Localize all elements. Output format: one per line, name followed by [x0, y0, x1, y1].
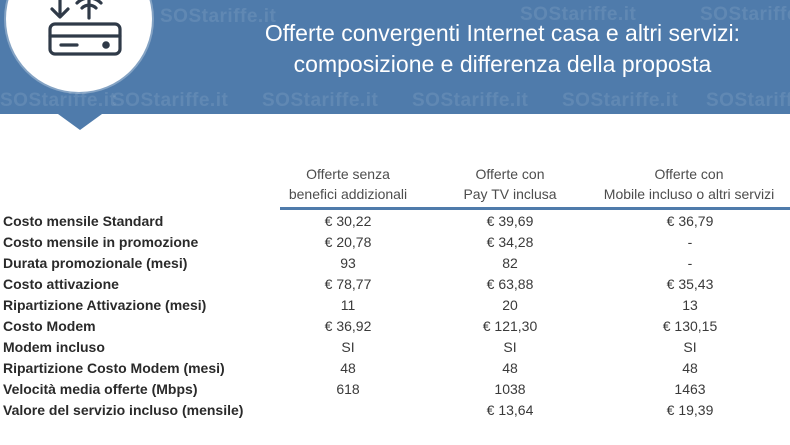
table-cell: € 121,30 — [482, 318, 538, 334]
watermark: SOStariffe.it — [562, 90, 679, 111]
table-row: Durata promozionale (mesi) 93 82 - — [0, 253, 790, 274]
header-banner: SOStariffe.it SOStariffe.it SOStariffe.i… — [0, 0, 790, 114]
table-cell: 1463 — [674, 381, 706, 397]
table-cell: 1038 — [494, 381, 526, 397]
row-label: Costo mensile in promozione — [3, 234, 199, 250]
table-cell: - — [687, 255, 693, 271]
table-cell: € 130,15 — [662, 318, 718, 334]
watermark: SOStariffe.it — [412, 90, 529, 111]
table-cell: € 34,28 — [486, 234, 534, 250]
table-row: Costo mensile in promozione € 20,78 € 34… — [0, 232, 790, 253]
row-label: Valore del servizio incluso (mensile) — [3, 402, 244, 418]
table-row: Ripartizione Costo Modem (mesi) 48 48 48 — [0, 358, 790, 379]
row-label: Costo Modem — [3, 318, 96, 334]
banner-pointer — [58, 114, 102, 130]
table-cell: 93 — [340, 255, 356, 271]
table-cell: € 78,77 — [324, 276, 372, 292]
watermark: SOStariffe.it — [262, 90, 379, 111]
column-header-line: benefici addizionali — [288, 186, 408, 202]
column-header-line: Offerte con — [654, 166, 724, 182]
header-divider — [280, 207, 790, 210]
column-header-line: Offerte con — [475, 166, 545, 182]
table-cell: 20 — [502, 297, 518, 313]
watermark: SOStariffe.it — [112, 90, 229, 111]
column-header-line: Mobile incluso o altri servizi — [603, 186, 775, 202]
page-title-line-1: Offerte convergenti Internet casa e altr… — [264, 20, 741, 46]
column-header-no-benefits: Offerte senza benefici addizionali — [272, 164, 424, 204]
table-cell: SI — [341, 339, 355, 355]
page-title-line-2: composizione e differenza della proposta — [293, 51, 712, 77]
column-header-line: Pay TV inclusa — [463, 186, 557, 202]
watermark: SOStariffe.it — [706, 90, 790, 111]
table-row: Costo mensile Standard € 30,22 € 39,69 €… — [0, 211, 790, 232]
table-cell: 48 — [340, 360, 356, 376]
row-label: Costo mensile Standard — [3, 213, 164, 229]
table-cell: € 36,79 — [666, 213, 714, 229]
row-label: Ripartizione Attivazione (mesi) — [3, 297, 207, 313]
table-cell: € 30,22 — [324, 213, 372, 229]
table-cell: € 63,88 — [486, 276, 534, 292]
table-cell: € 20,78 — [324, 234, 372, 250]
table-cell: 48 — [502, 360, 518, 376]
table-cell: 82 — [502, 255, 518, 271]
table-cell: € 36,92 — [324, 318, 372, 334]
column-header-line: Offerte senza — [306, 166, 390, 182]
table-cell: 11 — [340, 297, 356, 313]
table-cell: SI — [503, 339, 517, 355]
table-cell: € 13,64 — [486, 402, 534, 418]
table-cell: 618 — [336, 381, 360, 397]
table-row: Valore del servizio incluso (mensile) € … — [0, 400, 790, 421]
row-label: Modem incluso — [3, 339, 105, 355]
watermark: SOStariffe.it — [700, 4, 790, 25]
table-cell: € 19,39 — [666, 402, 714, 418]
watermark: SOStariffe.it — [160, 6, 277, 27]
router-wifi-download-icon — [48, 0, 122, 56]
column-header-mobile: Offerte con Mobile incluso o altri servi… — [588, 164, 790, 204]
table-row: Modem incluso SI SI SI — [0, 337, 790, 358]
row-label: Velocità media offerte (Mbps) — [3, 381, 198, 397]
table-cell: 48 — [682, 360, 698, 376]
page-title: Offerte convergenti Internet casa e altr… — [215, 18, 790, 80]
watermark: SOStariffe.it — [0, 90, 117, 111]
table-cell: SI — [683, 339, 697, 355]
row-label: Costo attivazione — [3, 276, 119, 292]
table-row: Velocità media offerte (Mbps) 618 1038 1… — [0, 379, 790, 400]
table-cell: € 35,43 — [666, 276, 714, 292]
watermark: SOStariffe.it — [520, 4, 637, 25]
row-label: Durata promozionale (mesi) — [3, 255, 188, 271]
table-cell: 13 — [682, 297, 698, 313]
table-row: Costo attivazione € 78,77 € 63,88 € 35,4… — [0, 274, 790, 295]
column-header-pay-tv: Offerte con Pay TV inclusa — [450, 164, 570, 204]
table-cell: € 39,69 — [486, 213, 534, 229]
table-cell: - — [687, 234, 693, 250]
table-row: Costo Modem € 36,92 € 121,30 € 130,15 — [0, 316, 790, 337]
row-label: Ripartizione Costo Modem (mesi) — [3, 360, 225, 376]
table-row: Ripartizione Attivazione (mesi) 11 20 13 — [0, 295, 790, 316]
